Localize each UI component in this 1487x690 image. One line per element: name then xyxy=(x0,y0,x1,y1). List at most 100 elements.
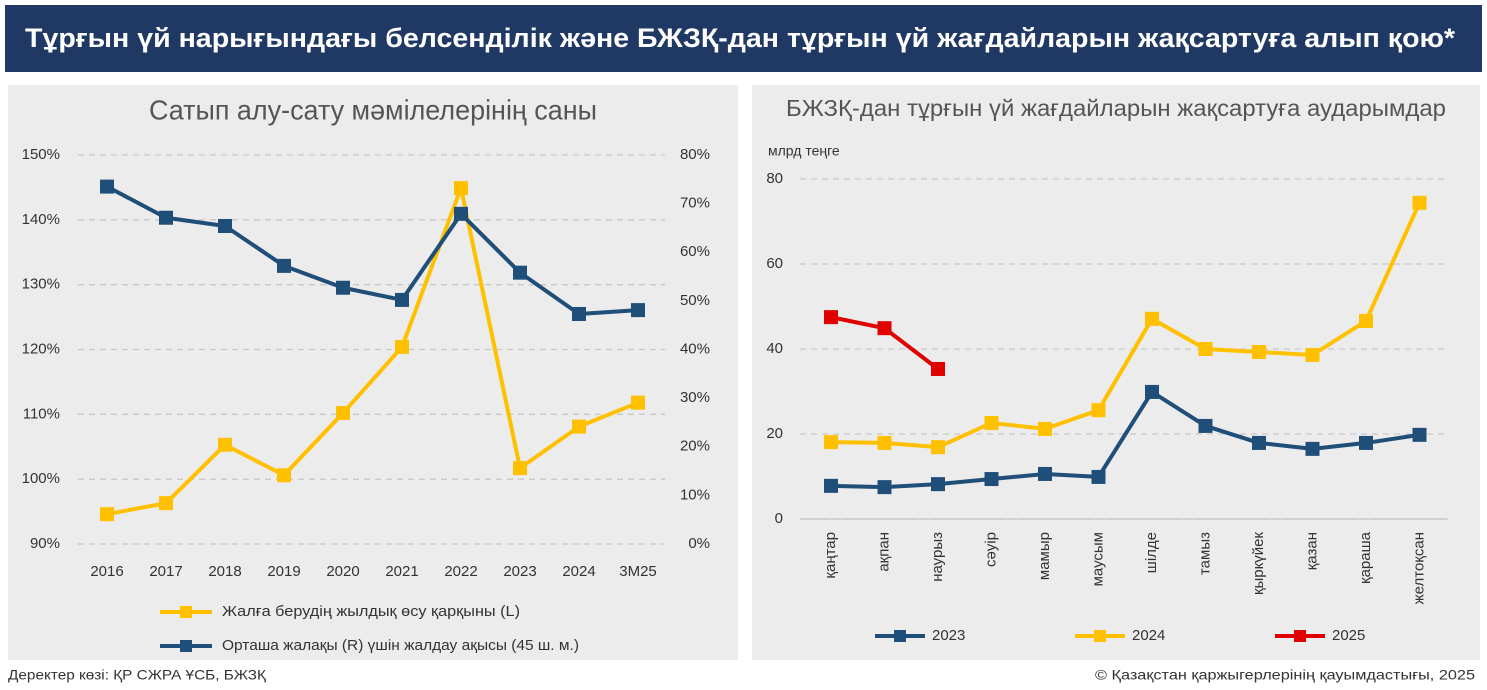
header-title: Тұрғын үй нарығындағы белсенділік және Б… xyxy=(25,23,1456,53)
x-tick-label: қаңтар xyxy=(822,532,839,579)
panel xyxy=(752,85,1480,660)
point-marker xyxy=(877,321,892,336)
point-marker xyxy=(877,480,892,495)
point-marker xyxy=(1305,441,1320,456)
y-tick-label: 150% xyxy=(22,146,60,163)
point-marker xyxy=(1145,311,1159,326)
legend-marker xyxy=(180,640,192,652)
y-tick-label: 20 xyxy=(766,425,783,442)
point-marker xyxy=(277,468,291,483)
legend-label: Орташа жалақы (R) үшін жалдау ақысы (45 … xyxy=(222,637,579,654)
x-tick-label: қыркүйек xyxy=(1250,532,1267,595)
point-marker xyxy=(395,292,409,307)
point-marker xyxy=(100,507,114,522)
y-tick-label: 70% xyxy=(680,195,710,212)
x-tick-label: 2017 xyxy=(149,563,182,580)
x-tick-label: 2018 xyxy=(208,563,241,580)
point-marker xyxy=(336,406,350,421)
chart-title: БЖЗҚ-дан тұрғын үй жағдайларын жақсартуғ… xyxy=(786,95,1446,121)
point-marker xyxy=(1252,344,1266,359)
point-marker xyxy=(1359,313,1373,328)
point-marker xyxy=(1305,347,1320,362)
y-tick-label: 90% xyxy=(30,535,60,552)
point-marker xyxy=(824,478,838,493)
y-tick-label: 0% xyxy=(688,535,710,552)
point-marker xyxy=(877,435,892,450)
point-marker xyxy=(824,435,838,450)
point-marker xyxy=(100,179,114,194)
series-line xyxy=(830,201,1422,450)
point-marker xyxy=(513,461,527,476)
y-tick-label: 80 xyxy=(766,170,783,187)
point-marker xyxy=(1091,403,1106,418)
legend-label: 2024 xyxy=(1132,627,1165,644)
point-marker xyxy=(1198,342,1213,356)
point-marker xyxy=(984,415,999,430)
point-marker xyxy=(1359,435,1373,450)
x-tick-label: 2022 xyxy=(444,563,477,580)
point-marker xyxy=(1091,469,1106,484)
legend-label: 2023 xyxy=(932,627,965,644)
y-tick-label: 120% xyxy=(22,340,60,357)
point-marker xyxy=(218,218,232,233)
y-tick-label: 60 xyxy=(766,255,783,272)
y-tick-label: 110% xyxy=(23,405,60,422)
point-marker xyxy=(218,437,232,452)
legend-label: 2025 xyxy=(1332,627,1365,644)
y-tick-label: 60% xyxy=(680,243,710,260)
copyright: © Қазақстан қаржыгерлерінің қауымдастығы… xyxy=(1095,667,1475,683)
y-tick-label: 20% xyxy=(680,438,710,455)
y-tick-label: 80% xyxy=(680,146,710,163)
point-marker xyxy=(513,265,527,280)
x-tick-label: 2019 xyxy=(267,563,300,580)
panel xyxy=(8,85,738,660)
point-marker xyxy=(824,310,838,325)
x-tick-label: маусым xyxy=(1089,532,1106,586)
point-marker xyxy=(159,210,173,225)
y-tick-label: 40 xyxy=(766,340,783,357)
series-line xyxy=(106,186,639,517)
legend-label: Жалға берудің жылдық өсу қарқыны (L) xyxy=(222,603,520,620)
x-tick-label: мамыр xyxy=(1036,532,1053,580)
y-tick-label: 40% xyxy=(680,340,710,357)
y-tick-label: 10% xyxy=(680,486,710,503)
x-tick-label: 2021 xyxy=(385,563,418,580)
point-marker xyxy=(631,395,645,410)
point-marker xyxy=(1252,435,1266,450)
y-tick-label: 130% xyxy=(22,276,60,293)
y-tick-label: 50% xyxy=(680,292,710,309)
series-line xyxy=(830,389,1420,490)
x-tick-label: 2020 xyxy=(326,563,359,580)
axis-unit: млрд теңге xyxy=(768,143,840,159)
y-tick-label: 30% xyxy=(680,389,710,406)
legend-marker xyxy=(180,606,192,618)
point-marker xyxy=(631,303,645,318)
point-marker xyxy=(1412,427,1427,442)
x-tick-label: ақпан xyxy=(875,532,892,572)
source-note: Деректер көзі: ҚР СЖРА ҰСБ, БЖЗҚ xyxy=(8,667,267,683)
point-marker xyxy=(931,440,945,455)
point-marker xyxy=(572,307,586,322)
x-tick-label: 2024 xyxy=(562,563,595,580)
x-tick-label: желтоқсан xyxy=(1410,532,1427,604)
point-marker xyxy=(1145,384,1159,399)
x-tick-label: тамыз xyxy=(1196,532,1213,575)
point-marker xyxy=(572,419,586,434)
legend-marker xyxy=(1094,630,1106,642)
point-marker xyxy=(931,361,945,376)
point-marker xyxy=(336,280,350,295)
x-tick-label: қараша xyxy=(1357,531,1374,584)
x-tick-label: қазан xyxy=(1303,532,1320,570)
point-marker xyxy=(931,477,945,492)
point-marker xyxy=(1038,421,1052,436)
y-tick-label: 0 xyxy=(775,510,783,527)
header-bar xyxy=(5,5,1482,72)
point-marker xyxy=(1038,466,1052,481)
y-tick-label: 140% xyxy=(22,211,60,228)
x-tick-label: 2023 xyxy=(503,563,536,580)
y-tick-label: 100% xyxy=(22,470,60,487)
chart-title: Сатып алу-сату мәмілелерінің саны xyxy=(149,94,597,125)
x-tick-label: сәуір xyxy=(982,532,999,567)
legend-marker xyxy=(1294,630,1306,642)
